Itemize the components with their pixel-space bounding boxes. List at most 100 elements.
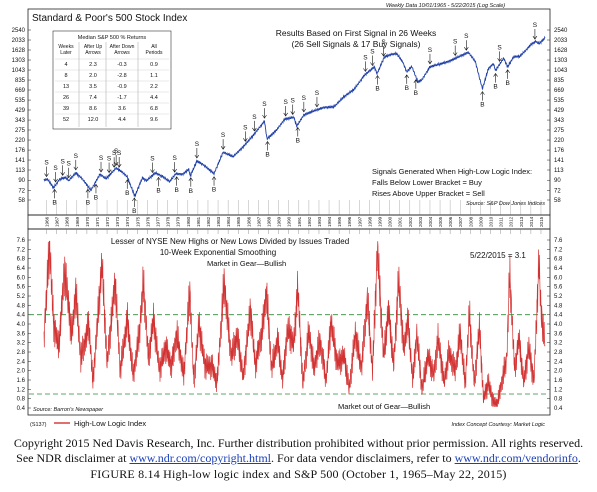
table-header: Arrows [85, 50, 101, 56]
highlow-ytick-left: 4.4 [17, 313, 26, 319]
table-header: Later [60, 50, 72, 56]
buy-arrowhead [52, 188, 57, 193]
sell-arrowhead [452, 52, 458, 57]
figure-title: High-low logic index and S&P 500 (Octobe… [163, 467, 507, 481]
highlow-ytick-right: 1.2 [554, 387, 563, 393]
returns-table-caption: Median S&P 500 % Returns [78, 35, 147, 41]
sell-label: S [114, 148, 119, 155]
buy-arrowhead [188, 177, 194, 181]
sp500-ytick-left: 113 [15, 168, 25, 174]
figure: Weekly Data 10/01/1965 - 5/22/2015 (Log … [12, 3, 568, 428]
sell-label: S [107, 156, 112, 163]
highlow-ytick-right: 0.4 [554, 406, 563, 412]
returns-table-frame [52, 30, 172, 130]
buy-label: B [156, 187, 160, 194]
highlow-ytick-right: 7.2 [554, 247, 563, 253]
highlow-ytick-left: 3.2 [17, 341, 26, 347]
highlow-left-axis: 0.4 0.8 1.2 1.6 2.0 2.4 2.8 3.2 3.6 4.0 4.4 4.8 5.2 5… [17, 238, 31, 412]
year-label: 1999 [378, 216, 383, 227]
sell-arrowhead [363, 68, 368, 72]
signal-legend: Signals Generated When High-Low Logic In… [372, 167, 545, 207]
buy-label: B [189, 188, 193, 195]
highlow-series [43, 240, 546, 407]
year-label: 1987 [256, 216, 261, 227]
concept-credit: Index Concept Courtesy: Market Logic [451, 422, 545, 428]
buy-arrowhead [124, 179, 130, 184]
highlow-ytick-right: 6.8 [554, 257, 563, 263]
vendorinfo-link[interactable]: www.ndr.com/vendorinfo [454, 451, 578, 465]
year-label: 1966 [45, 216, 50, 227]
sp500-ytick-left: 275 [15, 128, 26, 134]
table-cell: 4.4 [118, 117, 126, 123]
sp500-ytick-right: 2033 [554, 38, 568, 44]
table-cell: 7.4 [89, 95, 97, 101]
table-cell: -2.8 [117, 73, 126, 79]
highlow-year-gridlines [46, 229, 542, 234]
copyright-line: Copyright 2015 Ned Davis Research, Inc. … [13, 436, 584, 450]
sp500-ytick-left: 1628 [12, 48, 26, 54]
sell-arrowhead [314, 103, 320, 108]
year-label: 1976 [145, 216, 150, 227]
sp500-ytick-left: 176 [15, 148, 26, 154]
year-label: 1974 [125, 216, 130, 227]
highlow-right-axis: 0.4 0.8 1.2 1.6 2.0 2.4 2.8 3.2 3.6 4.0 4.4 4.8 5.2 5… [547, 238, 563, 412]
table-cell: -0.3 [117, 62, 126, 68]
sp500-ytick-right: 343 [554, 118, 565, 124]
highlow-ytick-right: 2.0 [554, 369, 563, 375]
sp500-ytick-left: 429 [15, 108, 26, 114]
highlow-ytick-right: 4.4 [554, 313, 563, 319]
highlow-ytick-right: 1.6 [554, 378, 563, 384]
table-cell: 8.6 [89, 106, 97, 112]
buy-label: B [175, 187, 179, 194]
table-cell: 39 [63, 106, 69, 112]
year-axis-labels: 1966 1967 1968 1969 1970 1971 1972 1973 1974 1975… [45, 216, 544, 227]
year-label: 1973 [115, 216, 120, 227]
buy-arrowhead [265, 141, 270, 145]
sp500-ytick-right: 58 [554, 198, 561, 204]
year-label: 1985 [236, 216, 241, 227]
buy-arrowhead [404, 74, 410, 79]
table-header: Weeks [58, 44, 74, 50]
highlow-ytick-left: 4.8 [17, 303, 26, 309]
sp500-ytick-left: 669 [15, 88, 26, 94]
year-label: 2006 [448, 216, 453, 227]
table-cell: 6.8 [150, 106, 158, 112]
year-label: 1991 [297, 216, 302, 227]
legend-sell: Rises Above Upper Bracket = Sell [372, 189, 485, 198]
sell-label: S [283, 99, 288, 106]
highlow-ytick-left: 6.4 [17, 266, 26, 272]
year-label: 2014 [529, 216, 534, 227]
sell-label: S [195, 141, 200, 148]
year-label: 2011 [499, 217, 504, 227]
year-label: 2008 [468, 216, 473, 227]
results-title: Results Based on First Signal in 26 Week… [276, 28, 436, 38]
highlow-line [43, 240, 546, 407]
sp500-year-gridlines [46, 200, 542, 215]
table-cell: 52 [63, 117, 69, 123]
annotation-out-of-gear: Market out of Gear—Bullish [338, 402, 430, 411]
table-cell: -0.9 [117, 84, 126, 90]
buy-arrowhead [493, 73, 498, 77]
sp500-ytick-right: 1628 [554, 48, 568, 54]
highlow-ytick-right: 5.2 [554, 294, 563, 300]
copyright-link[interactable]: www.ndr.com/copyright.html [129, 451, 272, 465]
sell-label: S [497, 44, 502, 51]
year-label: 2007 [458, 216, 463, 227]
sell-label: S [53, 165, 58, 172]
year-label: 1988 [267, 216, 272, 227]
year-label: 2013 [519, 216, 524, 227]
highlow-ytick-left: 1.2 [17, 387, 26, 393]
sell-arrowhead [220, 145, 226, 150]
table-cell: 12.0 [88, 117, 99, 123]
sp500-ytick-right: 72 [554, 188, 561, 194]
year-label: 1975 [135, 216, 140, 227]
header-note: Weekly Data 10/01/1965 - 5/22/2015 (Log … [386, 3, 505, 9]
sell-label: S [60, 158, 65, 165]
buy-arrowhead [85, 188, 91, 193]
sell-label: S [117, 150, 122, 157]
figure-title-line: FIGURE 8.14 High-low logic index and S&P… [0, 466, 597, 482]
sp500-left-axis: 58 72 90 113 141 176 220 275 343 429 535 669 835 1043… [12, 28, 31, 204]
sp500-right-axis: 58 72 90 113 141 176 220 275 343 429 535 669 835 1043… [547, 28, 568, 204]
year-label: 2009 [478, 216, 483, 227]
highlow-ytick-right: 4.0 [554, 322, 563, 328]
